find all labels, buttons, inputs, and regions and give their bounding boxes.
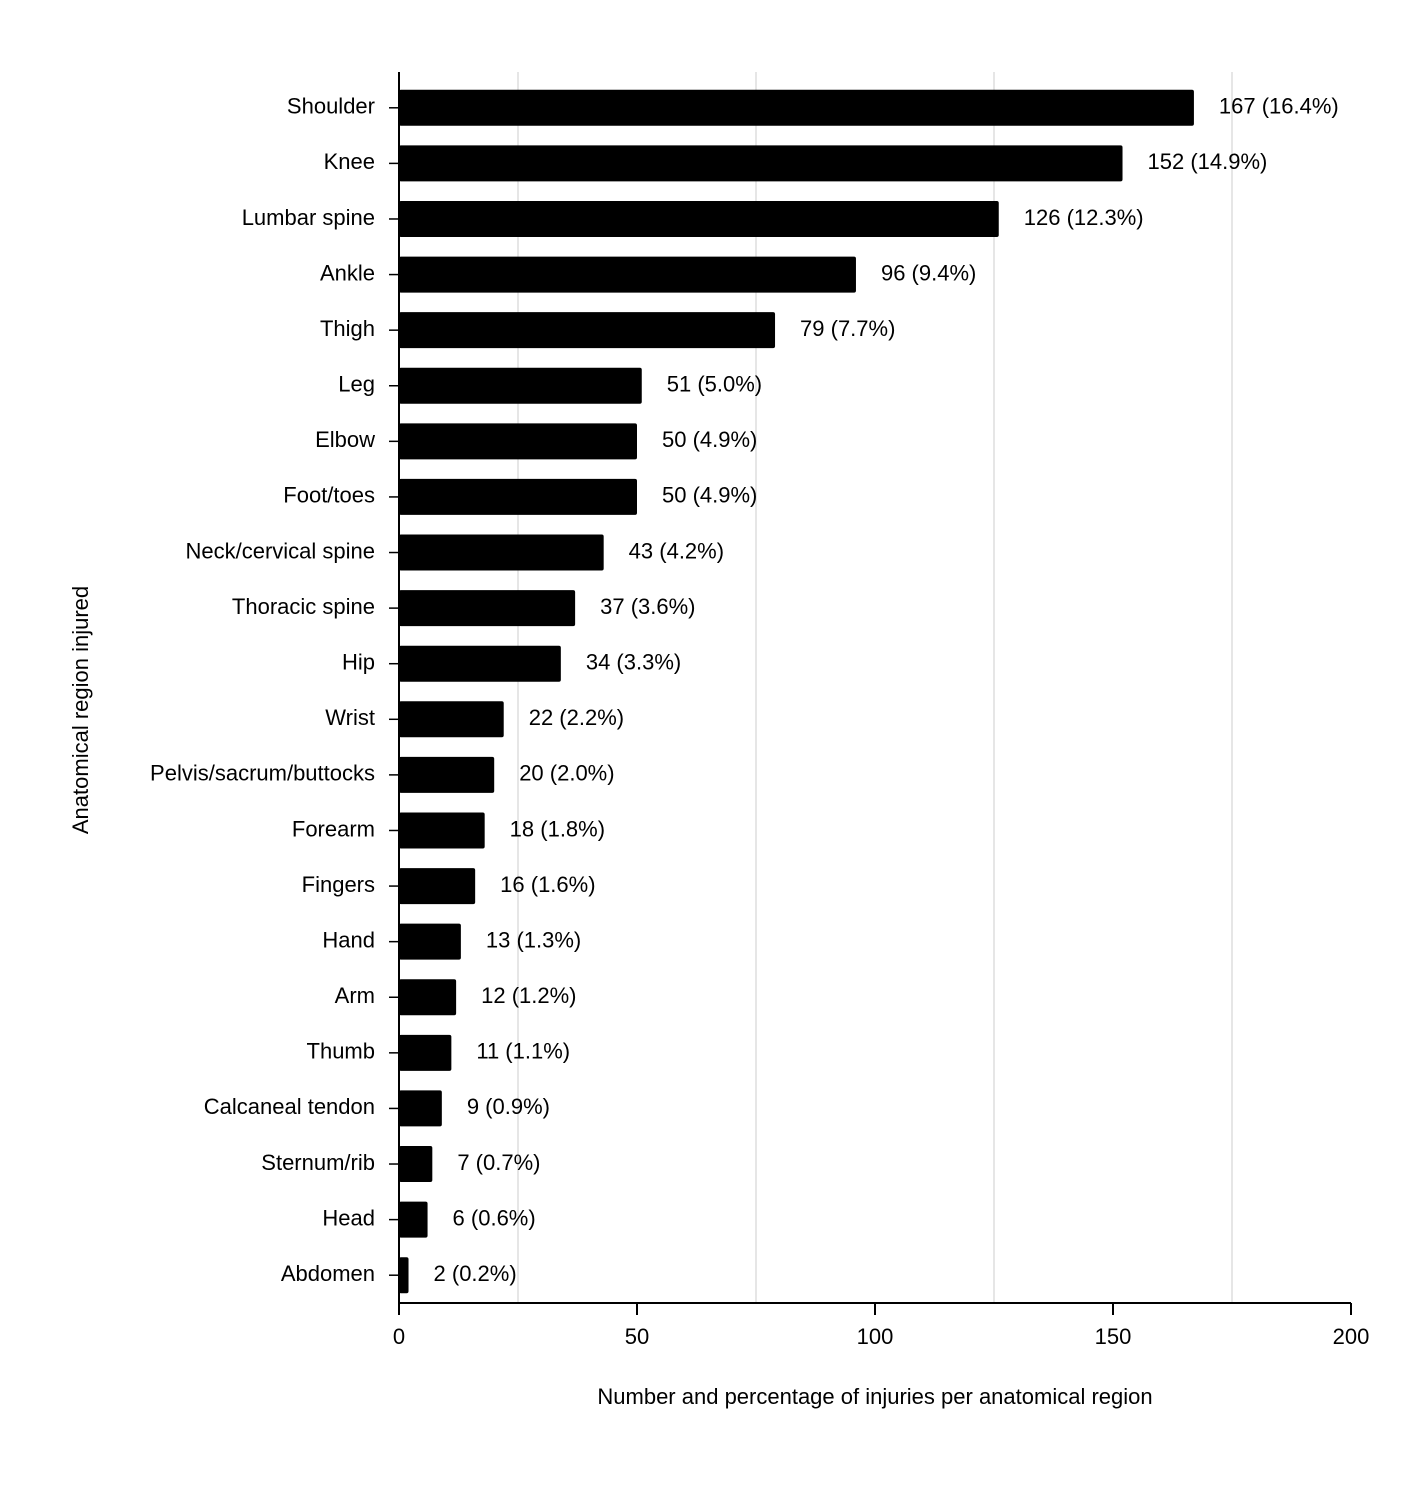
y-tick-label: Thoracic spine	[232, 594, 375, 619]
bar	[399, 478, 637, 515]
y-tick-label: Elbow	[315, 427, 375, 452]
value-label: 9 (0.9%)	[467, 1094, 550, 1119]
y-tick-label: Ankle	[320, 260, 375, 285]
value-label: 126 (12.3%)	[1024, 205, 1144, 230]
value-label: 18 (1.8%)	[510, 816, 605, 841]
bar	[399, 923, 461, 960]
x-tick-label: 200	[1333, 1324, 1370, 1349]
value-label: 16 (1.6%)	[500, 872, 595, 897]
y-tick-label: Fingers	[302, 872, 375, 897]
bar	[399, 868, 476, 905]
x-tick-label: 100	[857, 1324, 894, 1349]
y-tick-label: Neck/cervical spine	[185, 538, 375, 563]
bar	[399, 1034, 452, 1071]
value-label: 11 (1.1%)	[476, 1039, 570, 1064]
bar	[399, 1257, 409, 1294]
bar	[399, 534, 604, 571]
value-label: 43 (4.2%)	[629, 538, 724, 563]
y-tick-label: Hip	[342, 650, 375, 675]
bar	[399, 979, 457, 1016]
x-tick-label: 150	[1095, 1324, 1132, 1349]
value-label: 34 (3.3%)	[586, 650, 681, 675]
y-axis-title: Anatomical region injured	[68, 586, 93, 834]
value-label: 20 (2.0%)	[519, 761, 614, 786]
y-tick-label: Arm	[335, 983, 375, 1008]
y-tick-label: Foot/toes	[283, 483, 375, 508]
value-label: 6 (0.6%)	[453, 1205, 536, 1230]
y-tick-label: Knee	[324, 149, 375, 174]
x-axis-title: Number and percentage of injuries per an…	[597, 1384, 1152, 1409]
bar	[399, 1146, 433, 1183]
value-label: 79 (7.7%)	[800, 316, 895, 341]
y-tick-label: Forearm	[292, 816, 375, 841]
bar	[399, 1090, 442, 1127]
value-label: 51 (5.0%)	[667, 372, 762, 397]
y-tick-label: Thumb	[307, 1039, 375, 1064]
bar	[399, 312, 776, 349]
bar	[399, 145, 1123, 182]
bar	[399, 812, 485, 849]
y-tick-label: Hand	[322, 927, 375, 952]
y-tick-label: Shoulder	[287, 94, 375, 119]
bar	[399, 423, 637, 460]
x-tick-label: 0	[393, 1324, 405, 1349]
y-tick-label: Sternum/rib	[261, 1150, 375, 1175]
bar	[399, 756, 495, 793]
bar	[399, 367, 642, 404]
y-tick-label: Thigh	[320, 316, 375, 341]
y-tick-label: Wrist	[325, 705, 375, 730]
bar	[399, 200, 999, 237]
value-label: 167 (16.4%)	[1219, 94, 1339, 119]
bar	[399, 701, 504, 738]
y-tick-label: Calcaneal tendon	[204, 1094, 375, 1119]
y-tick-label: Leg	[338, 372, 375, 397]
y-tick-label: Lumbar spine	[242, 205, 375, 230]
value-label: 37 (3.6%)	[600, 594, 695, 619]
value-label: 50 (4.9%)	[662, 427, 757, 452]
value-label: 7 (0.7%)	[457, 1150, 540, 1175]
bar	[399, 590, 576, 627]
x-tick-label: 50	[625, 1324, 649, 1349]
value-label: 50 (4.9%)	[662, 483, 757, 508]
y-tick-label: Abdomen	[281, 1261, 375, 1286]
y-tick-label: Pelvis/sacrum/buttocks	[150, 761, 375, 786]
value-label: 2 (0.2%)	[434, 1261, 517, 1286]
value-label: 152 (14.9%)	[1148, 149, 1268, 174]
value-label: 12 (1.2%)	[481, 983, 576, 1008]
value-label: 96 (9.4%)	[881, 260, 976, 285]
bar	[399, 1201, 428, 1238]
bar	[399, 256, 856, 293]
y-tick-label: Head	[322, 1205, 375, 1230]
bar	[399, 89, 1194, 126]
value-label: 22 (2.2%)	[529, 705, 624, 730]
value-label: 13 (1.3%)	[486, 927, 581, 952]
bar	[399, 645, 561, 682]
